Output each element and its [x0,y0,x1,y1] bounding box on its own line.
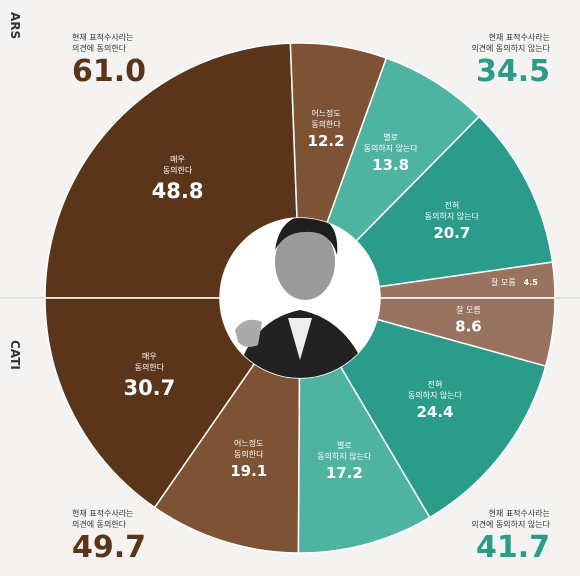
value-label: 20.7 [433,223,471,242]
center-photo [220,218,380,378]
segment-label: 별로 동의하지 않는다 17.2 [317,440,371,484]
value-label: 48.8 [151,179,204,204]
value-label: 17.2 [325,464,363,483]
value-label: 24.4 [416,403,454,422]
segment-label: 어느정도 동의한다 12.2 [308,108,345,152]
value-label: 30.7 [123,375,176,400]
segment-label: 잘 모름 8.6 [455,304,482,337]
segment-label: 잘 모름 4.5 [491,272,538,294]
category-label: 매우 동의한다 [134,351,165,372]
summary: 현재 표적수사라는 의견에 동의한다 61.0 [72,32,146,90]
segment-label: 전혀 동의하지 않는다 20.7 [425,200,479,244]
summary-value: 34.5 [475,54,550,89]
summary: 현재 표적수사라는 의견에 동의하지 않는다 34.5 [471,32,550,90]
category-label: 별로 동의하지 않는다 [317,441,372,462]
summary-value: 41.7 [475,530,550,565]
segment-label: 매우 동의한다 30.7 [123,351,175,403]
segment-label: 전혀 동의하지 않는다 24.4 [408,379,462,423]
segment-label: 매우 동의한다 48.8 [152,154,204,206]
summary-value: 49.7 [72,530,147,565]
value-label: 12.2 [307,132,345,150]
category-label: 어느정도 동의한다 [234,439,264,460]
summary-label: 현재 표적수사라는 의견에 동의한다 [72,509,134,529]
summary-value: 61.0 [72,54,147,89]
side-label: CATI [8,340,22,370]
value-label: 8.6 [455,317,482,336]
segment [44,297,256,509]
value-label: 19.1 [230,462,268,481]
summary-label: 현재 표적수사라는 의견에 동의하지 않는다 [471,509,550,529]
category-label: 어느정도 동의한다 [311,109,341,129]
summary-label: 현재 표적수사라는 의견에 동의한다 [72,33,134,53]
category-label: 전혀 동의하지 않는다 [407,380,462,401]
summary-label: 현재 표적수사라는 의견에 동의하지 않는다 [471,33,550,53]
value-label: 4.5 [523,277,538,287]
summary: 현재 표적수사라는 의견에 동의한다 49.7 [72,508,146,566]
segment-label: 별로 동의하지 않는다 13.8 [364,132,418,176]
category-label: 잘 모름 [491,277,516,287]
category-label: 잘 모름 [456,305,481,315]
side-label: ARS [8,12,22,40]
summary: 현재 표적수사라는 의견에 동의하지 않는다 41.7 [471,508,550,566]
category-label: 전혀 동의하지 않는다 [424,200,479,221]
category-label: 매우 동의한다 [162,155,193,176]
segment-label: 어느정도 동의한다 19.1 [230,438,267,482]
category-label: 별로 동의하지 않는다 [363,133,418,154]
value-label: 13.8 [372,156,410,175]
